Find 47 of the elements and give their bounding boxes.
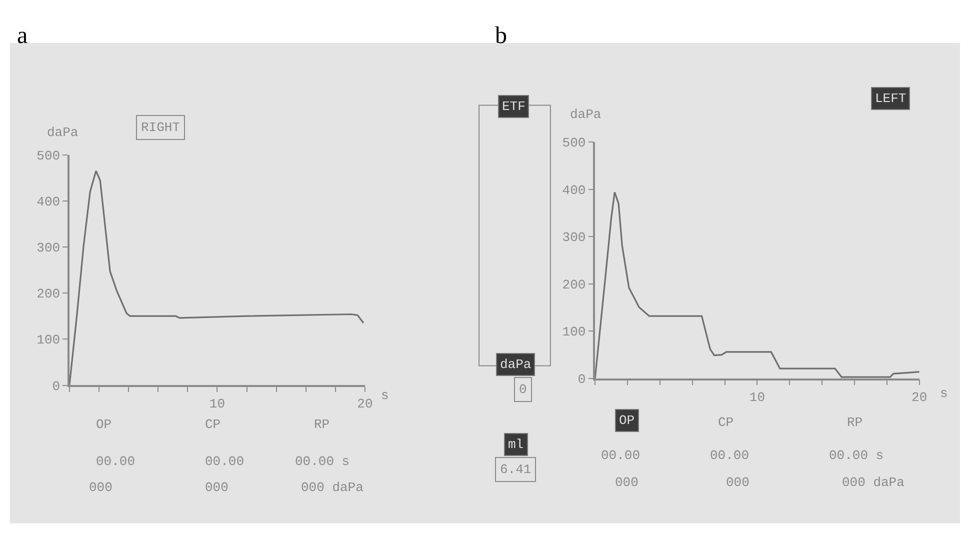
y-tick-label: 400: [562, 182, 586, 198]
text: 00.00: [601, 448, 640, 463]
text: CP: [718, 415, 734, 430]
y-axis-title: daPa: [47, 125, 78, 140]
y-tick-label: 400: [36, 194, 60, 210]
text: 000: [89, 480, 112, 495]
x-tick-label: 10: [749, 390, 766, 405]
text: 000: [726, 475, 750, 490]
text: LEFT: [875, 91, 906, 106]
text: OP: [96, 417, 112, 432]
text: RP: [847, 415, 863, 430]
x-tick-label: 20: [357, 396, 373, 412]
text: ml: [508, 437, 524, 452]
x-tick-label: 10: [209, 396, 225, 412]
y-tick-label: 300: [562, 230, 586, 246]
y-tick-label: 500: [562, 136, 586, 151]
text: RIGHT: [141, 120, 180, 135]
text: 000: [615, 475, 638, 490]
text: a: [17, 23, 28, 49]
text: OP: [619, 413, 635, 428]
text: 00.00 s: [829, 448, 884, 463]
y-tick-label: 200: [36, 286, 60, 302]
text: b: [495, 23, 507, 49]
text: 000 daPa: [301, 480, 364, 495]
y-tick-label: 0: [578, 372, 586, 387]
text: 0: [519, 382, 527, 397]
text: ETF: [502, 99, 526, 114]
x-axis-title: s: [940, 386, 948, 401]
y-tick-label: 500: [36, 148, 60, 164]
x-tick-label: 20: [912, 390, 928, 405]
text: 00.00: [96, 454, 136, 469]
text: 00.00 s: [295, 454, 350, 469]
text: RP: [314, 417, 330, 432]
text: daPa: [500, 357, 532, 372]
y-tick-label: 200: [562, 277, 586, 292]
text: CP: [205, 417, 221, 432]
y-tick-label: 300: [36, 240, 60, 256]
y-axis-title: daPa: [570, 107, 602, 122]
y-tick-label: 100: [36, 332, 60, 348]
text: 00.00: [710, 448, 750, 463]
text: 6.41: [500, 462, 532, 477]
x-axis-title: s: [381, 388, 389, 403]
text: 000: [205, 480, 228, 495]
text: 00.00: [205, 454, 244, 469]
text: 000 daPa: [842, 475, 905, 490]
y-tick-label: 0: [52, 378, 60, 394]
y-tick-label: 100: [562, 324, 586, 340]
